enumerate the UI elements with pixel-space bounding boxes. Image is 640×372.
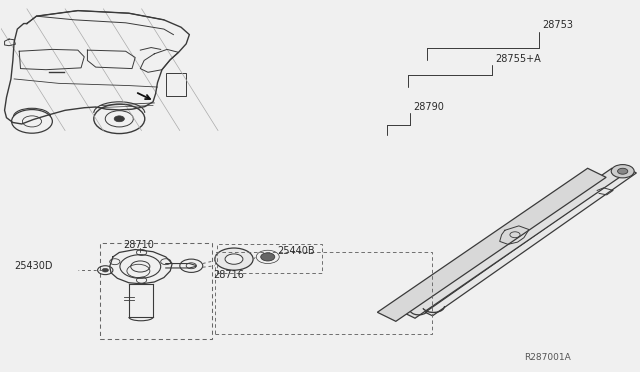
Text: 28710: 28710 (123, 240, 154, 250)
Circle shape (102, 268, 108, 272)
Bar (100, 243, 212, 339)
Polygon shape (403, 168, 624, 318)
Circle shape (611, 164, 634, 178)
Text: 28790: 28790 (413, 102, 445, 112)
Circle shape (225, 254, 243, 264)
Circle shape (260, 253, 275, 261)
Bar (166, 73, 186, 96)
Polygon shape (425, 169, 636, 316)
Circle shape (114, 116, 124, 122)
Text: 28716: 28716 (213, 270, 244, 280)
Polygon shape (378, 168, 606, 321)
Circle shape (215, 248, 253, 270)
Bar (215, 253, 431, 334)
Circle shape (618, 168, 628, 174)
Text: 28755+A: 28755+A (495, 54, 541, 64)
Bar (217, 244, 322, 273)
Text: 28753: 28753 (541, 20, 573, 31)
Text: R287001A: R287001A (524, 353, 571, 362)
Text: 25440B: 25440B (277, 246, 315, 256)
Text: 25430D: 25430D (14, 262, 52, 272)
